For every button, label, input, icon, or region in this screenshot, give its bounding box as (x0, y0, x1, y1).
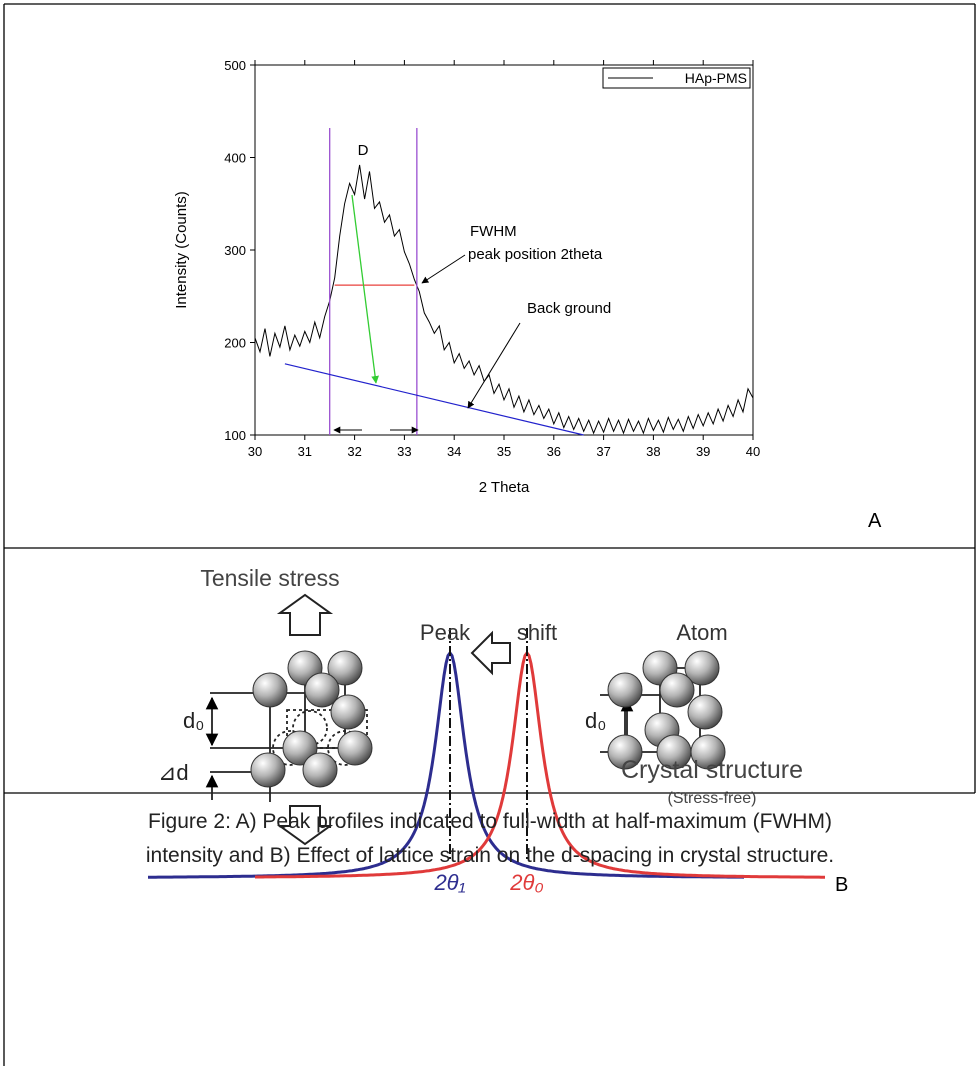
x-tick-label: 33 (397, 444, 411, 459)
x-tick-label: 36 (547, 444, 561, 459)
y-tick-label: 400 (224, 151, 246, 166)
baseline (284, 363, 584, 436)
legend-box (602, 67, 751, 89)
atoms (250, 650, 373, 788)
annotation-arrow (351, 194, 379, 384)
label: Tensile stress (200, 565, 339, 591)
x-axis-label: 2 Theta (479, 479, 530, 496)
x-tick-label: 34 (447, 444, 461, 459)
label: Crystal structure (621, 756, 803, 784)
label: Atom (676, 620, 727, 645)
x-tick-label: 35 (497, 444, 511, 459)
chart-a: 30 31 32 33 34 35 36 37 38 39 40 100 200 300 400 500 2 T… (173, 58, 760, 496)
x-tick-label: 38 (646, 444, 660, 459)
y-tick-label: 500 (224, 58, 246, 73)
arrow (276, 593, 334, 636)
data-line (254, 164, 754, 435)
atoms (607, 650, 726, 770)
peak-curve (255, 650, 825, 879)
peak-curve (148, 650, 745, 879)
caption-line: Figure 2: A) Peak profiles indicated to … (148, 810, 832, 833)
x-tick-label: 30 (248, 444, 262, 459)
shift-arrow (470, 630, 511, 676)
y-axis-label: Intensity (Counts) (173, 191, 190, 309)
y-tick-label: 200 (224, 336, 246, 351)
label: ⊿d (158, 760, 189, 785)
label: (Stress-free) (668, 790, 757, 807)
arrow (276, 805, 334, 846)
x-tick-label: 32 (347, 444, 361, 459)
panel-label: B (835, 874, 848, 896)
x-tick-label: 31 (298, 444, 312, 459)
label: d₀ (183, 708, 204, 733)
label: 2θ₀ (509, 870, 543, 895)
legend-label: HAp-PMS (685, 70, 747, 86)
annotation-arrow (421, 254, 466, 284)
annotation-arrow (467, 322, 521, 409)
label: Peak (420, 620, 471, 645)
x-tick-label: 37 (596, 444, 610, 459)
panel-label: A (868, 510, 882, 532)
x-tick-label: 39 (696, 444, 710, 459)
table-borders (3, 3, 976, 1066)
annotation: peak position 2theta (468, 246, 603, 263)
annotation: Back ground (527, 300, 611, 317)
label: 2θ₁ (433, 870, 465, 895)
x-tick-label: 40 (746, 444, 760, 459)
diagram-b: Tensile stress d₀ ⊿d d₀ Atom Crystal str… (148, 565, 825, 895)
annotation: FWHM (470, 223, 517, 240)
label: shift (517, 620, 557, 645)
label: d₀ (585, 708, 606, 733)
caption-line: intensity and B) Effect of lattice strai… (146, 844, 834, 867)
y-tick-label: 300 (224, 243, 246, 258)
y-tick-label: 100 (224, 428, 246, 443)
annotation: D (358, 142, 369, 159)
